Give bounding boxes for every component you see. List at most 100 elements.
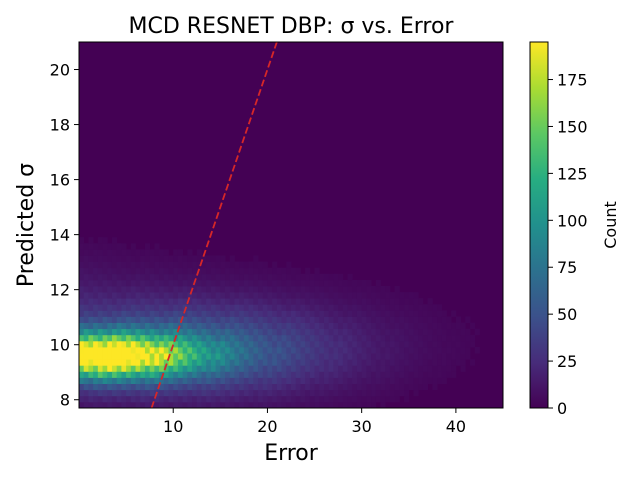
heatmap-cell: [220, 310, 226, 317]
heatmap-cell: [182, 359, 188, 366]
heatmap-cell: [126, 261, 132, 269]
heatmap-cell: [258, 261, 264, 269]
heatmap-cell: [215, 286, 221, 293]
heatmap-cell: [140, 249, 146, 256]
heatmap-cell: [135, 310, 141, 317]
heatmap-cell: [371, 322, 377, 330]
heatmap-cell: [196, 261, 202, 269]
heatmap-cell: [319, 316, 325, 323]
heatmap-cell: [371, 389, 377, 397]
heatmap-cell: [352, 279, 358, 287]
heatmap-cell: [182, 279, 188, 287]
heatmap-cell: [102, 377, 108, 384]
heatmap-cell: [427, 316, 433, 323]
heatmap-cell: [342, 334, 348, 342]
heatmap-cell: [281, 292, 287, 299]
heatmap-cell: [253, 304, 259, 311]
heatmap-cell: [159, 340, 165, 348]
heatmap-cell: [333, 371, 339, 378]
heatmap-cell: [314, 340, 320, 348]
heatmap-cell: [295, 328, 301, 336]
heatmap-cell: [295, 292, 301, 299]
heatmap-cell: [225, 347, 231, 354]
heatmap-cell: [342, 286, 348, 293]
heatmap-cell: [177, 353, 184, 360]
heatmap-cell: [347, 340, 353, 348]
heatmap-cell: [173, 298, 179, 305]
heatmap-cell: [375, 389, 381, 397]
heatmap-cell: [210, 395, 217, 403]
heatmap-cell: [305, 292, 311, 299]
colorbar-tick-label: 175: [557, 71, 588, 90]
heatmap-cell: [356, 286, 363, 293]
heatmap-cell: [201, 310, 207, 317]
heatmap-cell: [149, 292, 155, 299]
heatmap-cell: [366, 359, 372, 366]
heatmap-cell: [281, 273, 287, 281]
heatmap-cell: [116, 316, 122, 323]
heatmap-cell: [253, 395, 259, 403]
heatmap-cell: [225, 261, 231, 269]
heatmap-cell: [309, 365, 315, 372]
heatmap-cell: [258, 279, 264, 287]
heatmap-cell: [276, 322, 282, 330]
heatmap-cell: [225, 340, 231, 348]
heatmap-cell: [79, 353, 85, 360]
heatmap-cell: [79, 401, 85, 408]
heatmap-cell: [281, 371, 287, 378]
heatmap-cell: [314, 286, 320, 293]
heatmap-cell: [286, 310, 292, 317]
heatmap-cell: [144, 292, 151, 299]
heatmap-cell: [338, 377, 344, 384]
heatmap-cell: [111, 298, 118, 305]
heatmap-cell: [319, 328, 325, 336]
heatmap-cell: [352, 340, 358, 348]
heatmap-cell: [356, 322, 363, 330]
heatmap-cell: [361, 279, 367, 287]
heatmap-cell: [234, 328, 240, 336]
heatmap-cell: [319, 273, 325, 281]
heatmap-cell: [173, 249, 179, 256]
heatmap-cell: [182, 334, 188, 342]
heatmap-cell: [441, 353, 447, 360]
heatmap-cell: [361, 377, 367, 384]
heatmap-cell: [196, 298, 202, 305]
heatmap-cell: [243, 365, 249, 372]
heatmap-cell: [305, 267, 311, 275]
heatmap-cell: [83, 255, 89, 262]
heatmap-cell: [422, 322, 429, 330]
heatmap-cell: [102, 255, 108, 262]
heatmap-cell: [79, 237, 85, 244]
heatmap-cell: [140, 395, 146, 403]
heatmap-cell: [267, 310, 273, 317]
heatmap-cell: [210, 340, 217, 348]
heatmap-cell: [437, 334, 443, 342]
heatmap-cell: [182, 255, 188, 262]
heatmap-cell: [333, 279, 339, 287]
heatmap-cell: [300, 310, 306, 317]
heatmap-cell: [210, 286, 217, 293]
heatmap-cell: [309, 334, 315, 342]
heatmap-cell: [135, 292, 141, 299]
heatmap-cell: [102, 237, 108, 244]
heatmap-cell: [347, 328, 353, 336]
heatmap-cell: [225, 267, 231, 275]
heatmap-cell: [333, 340, 339, 348]
heatmap-cell: [163, 340, 169, 348]
heatmap-cell: [88, 292, 94, 299]
heatmap-cell: [107, 347, 113, 354]
heatmap-cell: [210, 365, 217, 372]
heatmap-cell: [323, 383, 330, 391]
heatmap-cell: [149, 255, 155, 262]
heatmap-cell: [220, 273, 226, 281]
heatmap-cell: [262, 347, 268, 354]
heatmap-cell: [130, 383, 136, 391]
heatmap-cell: [201, 365, 207, 372]
heatmap-cell: [413, 365, 419, 372]
heatmap-cell: [314, 383, 320, 391]
heatmap-cell: [276, 304, 282, 311]
heatmap-cell: [126, 389, 132, 397]
heatmap-cell: [177, 267, 184, 275]
heatmap-cell: [300, 395, 306, 403]
